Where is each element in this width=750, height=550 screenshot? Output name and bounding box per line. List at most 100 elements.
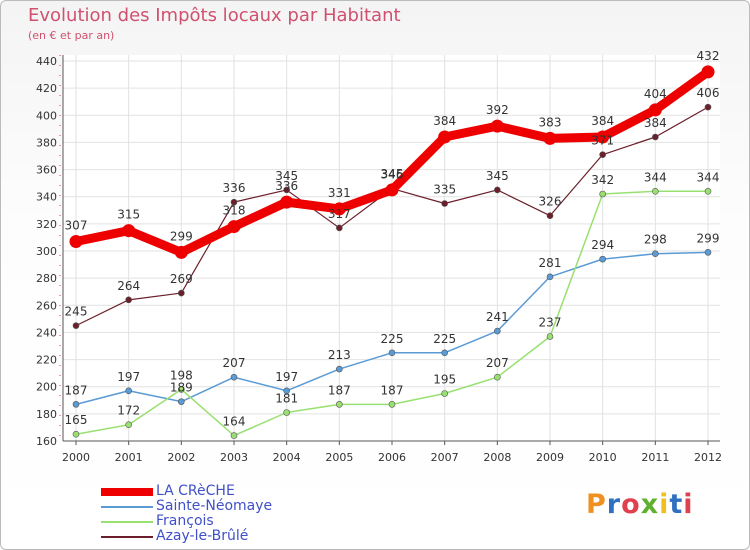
data-point <box>178 386 185 393</box>
data-label: 383 <box>539 115 562 129</box>
data-label: 299 <box>170 229 193 243</box>
x-tick-label: 2005 <box>325 451 353 464</box>
data-point <box>652 250 659 258</box>
data-label: 345 <box>275 169 298 183</box>
x-tick-label: 2002 <box>167 451 195 464</box>
x-tick-label: 2008 <box>483 451 511 464</box>
x-tick-label: 2001 <box>115 451 143 464</box>
data-point <box>122 224 136 238</box>
y-tick-label: 360 <box>36 164 57 177</box>
data-point <box>599 255 606 263</box>
y-tick-label: 340 <box>36 191 57 204</box>
data-point <box>72 401 80 408</box>
x-tick-label: 2007 <box>431 451 459 464</box>
data-point <box>441 390 448 397</box>
data-point <box>283 387 290 395</box>
proxiti-logo: Proxiti <box>586 489 694 520</box>
data-label: 241 <box>486 310 509 324</box>
data-point <box>336 365 343 373</box>
x-tick-label: 2009 <box>536 451 564 464</box>
data-label: 344 <box>644 170 667 184</box>
data-label: 281 <box>539 256 562 270</box>
data-label: 245 <box>65 305 88 319</box>
data-point <box>230 198 238 206</box>
logo-letter: i <box>683 489 694 520</box>
data-label: 225 <box>381 332 404 346</box>
data-point <box>648 103 662 117</box>
y-tick-label: 260 <box>36 299 57 312</box>
data-point <box>72 322 80 329</box>
data-label: 326 <box>539 195 562 209</box>
data-label: 345 <box>486 169 509 183</box>
data-label: 207 <box>486 356 509 370</box>
data-point <box>125 421 132 429</box>
data-label: 164 <box>223 415 246 429</box>
data-point <box>494 327 501 335</box>
data-point <box>332 202 346 216</box>
data-label: 432 <box>697 49 720 63</box>
data-point <box>280 195 294 209</box>
data-point <box>385 183 399 197</box>
data-label: 189 <box>170 381 193 395</box>
data-label: 384 <box>433 114 456 128</box>
y-tick-label: 240 <box>36 326 57 339</box>
data-label: 187 <box>328 383 351 397</box>
data-point <box>599 190 606 198</box>
data-label: 213 <box>328 348 351 362</box>
data-label: 165 <box>65 413 88 427</box>
data-label: 335 <box>433 183 456 197</box>
x-tick-label: 2000 <box>62 451 90 464</box>
logo-letter: i <box>659 489 670 520</box>
data-point <box>125 296 132 304</box>
data-point <box>388 401 396 408</box>
data-point <box>72 430 80 438</box>
y-tick-label: 220 <box>36 354 57 367</box>
data-label: 331 <box>328 186 351 200</box>
data-point <box>704 249 712 256</box>
data-point <box>336 401 343 408</box>
data-point <box>388 349 396 357</box>
data-label: 384 <box>644 116 667 130</box>
data-point <box>125 387 132 395</box>
data-point <box>494 373 501 381</box>
y-tick-label: 280 <box>36 272 57 285</box>
data-label: 195 <box>433 373 456 387</box>
chart-subtitle: (en € et par an) <box>28 29 115 42</box>
legend-label: Azay-le-Brûlé <box>156 528 249 544</box>
data-point <box>652 187 659 195</box>
y-tick-label: 420 <box>36 82 57 95</box>
legend-swatch <box>101 506 153 508</box>
y-tick-label: 400 <box>36 109 57 122</box>
data-point <box>178 289 185 297</box>
data-label: 307 <box>65 219 88 233</box>
data-label: 298 <box>644 233 667 247</box>
data-point <box>490 119 504 133</box>
data-point <box>701 65 715 79</box>
logo-letter: x <box>640 489 660 520</box>
x-tick-label: 2003 <box>220 451 248 464</box>
data-label: 237 <box>539 316 562 330</box>
data-point <box>704 103 712 111</box>
data-label: 342 <box>591 173 614 187</box>
data-point <box>283 409 290 416</box>
data-point <box>652 133 659 141</box>
data-label: 172 <box>117 404 140 418</box>
data-point <box>494 186 501 194</box>
data-label: 225 <box>433 332 456 346</box>
data-point <box>336 224 343 232</box>
data-label: 197 <box>275 370 298 384</box>
data-label: 207 <box>223 356 246 370</box>
data-point <box>546 273 554 281</box>
legend-label: LA CRèCHE <box>156 483 235 499</box>
data-label: 269 <box>170 272 193 286</box>
logo-letter: o <box>621 489 641 520</box>
y-tick-label: 300 <box>36 245 57 258</box>
data-point <box>704 187 712 195</box>
y-tick-label: 160 <box>36 435 57 448</box>
data-label: 406 <box>697 86 720 100</box>
data-label: 371 <box>591 134 614 148</box>
legend-swatch <box>101 536 153 538</box>
logo-letter: r <box>606 489 622 520</box>
data-point <box>438 130 452 144</box>
